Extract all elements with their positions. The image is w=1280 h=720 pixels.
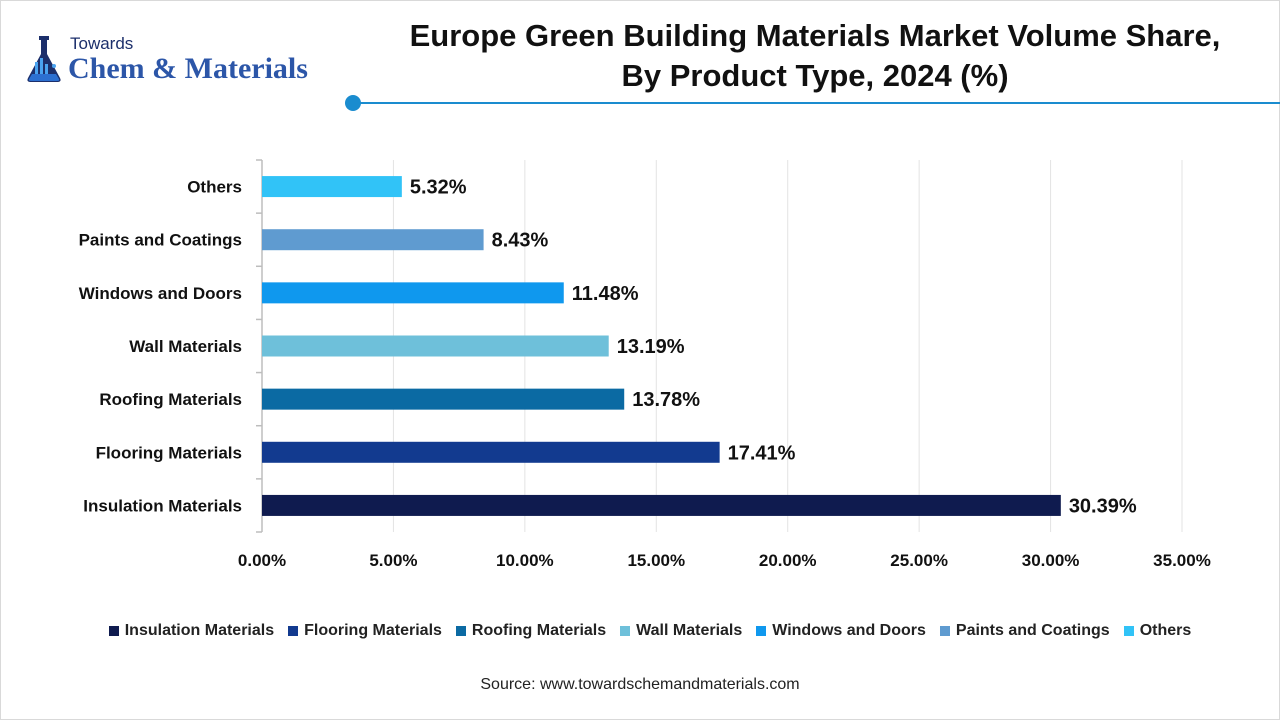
x-tick-label: 20.00%: [759, 551, 817, 570]
data-label: 13.78%: [632, 389, 700, 411]
title-underline: [345, 95, 1280, 111]
x-tick-label: 10.00%: [496, 551, 554, 570]
chart-title: Europe Green Building Materials Market V…: [380, 16, 1250, 96]
data-label: 5.32%: [410, 177, 467, 199]
legend-label: Roofing Materials: [471, 622, 607, 639]
logo-main-text: Chem & Materials: [68, 52, 308, 85]
legend-item: Wall Materials: [620, 622, 742, 640]
legend-label: Others: [1139, 622, 1192, 639]
y-category-label: Others: [187, 178, 242, 197]
legend-item: Paints and Coatings: [939, 622, 1110, 640]
legend-label: Paints and Coatings: [955, 622, 1110, 639]
legend-item: Roofing Materials: [455, 622, 607, 640]
x-tick-label: 15.00%: [627, 551, 685, 570]
y-category-label: Windows and Doors: [79, 284, 242, 303]
legend-label: Wall Materials: [636, 622, 743, 639]
x-tick-label: 5.00%: [369, 551, 417, 570]
legend-label: Flooring Materials: [304, 622, 442, 639]
data-label: 8.43%: [492, 230, 549, 252]
bar-chart: 0.00% 5.00% 10.00% 15.00% 20.00% 25.00% 30.00%…: [79, 159, 1211, 570]
y-category-label: Roofing Materials: [99, 390, 242, 409]
y-category-label: Wall Materials: [129, 337, 242, 356]
legend-label: Insulation Materials: [124, 622, 275, 639]
data-label: 17.41%: [728, 442, 796, 464]
legend-item: Flooring Materials: [288, 622, 442, 640]
y-category-label: Insulation Materials: [83, 496, 242, 515]
data-label: 13.19%: [617, 336, 685, 358]
logo: Towards Chem & Materials: [22, 34, 342, 94]
logo-top-text: Towards: [70, 34, 134, 53]
legend-swatch: [620, 626, 631, 636]
legend-swatch: [455, 626, 466, 636]
y-category-label: Flooring Materials: [96, 443, 242, 462]
legend-swatch: [1123, 626, 1134, 636]
legend-item: Others: [1123, 622, 1192, 640]
legend-swatch: [756, 626, 767, 636]
x-tick-label: 30.00%: [1022, 551, 1080, 570]
legend-swatch: [939, 626, 950, 636]
chart-legend: Insulation Materials Flooring Materials Ro…: [0, 622, 1280, 640]
data-label: 30.39%: [1069, 495, 1137, 517]
source-note: Source: www.towardschemandmaterials.com: [480, 676, 800, 693]
legend-swatch: [288, 626, 299, 636]
bar: [262, 388, 625, 410]
x-tick-label: 35.00%: [1153, 551, 1211, 570]
bar: [262, 335, 609, 357]
bar: [262, 282, 564, 304]
legend-swatch: [108, 626, 119, 636]
bar: [262, 494, 1061, 516]
legend-item: Windows and Doors: [756, 622, 926, 640]
chart-title-line-1: Europe Green Building Materials Market V…: [409, 18, 1221, 53]
bar: [262, 176, 402, 198]
x-tick-label: 0.00%: [238, 551, 286, 570]
y-category-label: Paints and Coatings: [79, 231, 242, 250]
legend-label: Windows and Doors: [772, 622, 926, 639]
chart-title-line-2: By Product Type, 2024 (%): [621, 58, 1009, 93]
legend-item: Insulation Materials: [108, 622, 275, 640]
bar: [262, 229, 484, 251]
x-tick-label: 25.00%: [890, 551, 948, 570]
flask-icon: [27, 36, 61, 82]
data-label: 11.48%: [572, 283, 639, 305]
bar: [262, 441, 720, 463]
